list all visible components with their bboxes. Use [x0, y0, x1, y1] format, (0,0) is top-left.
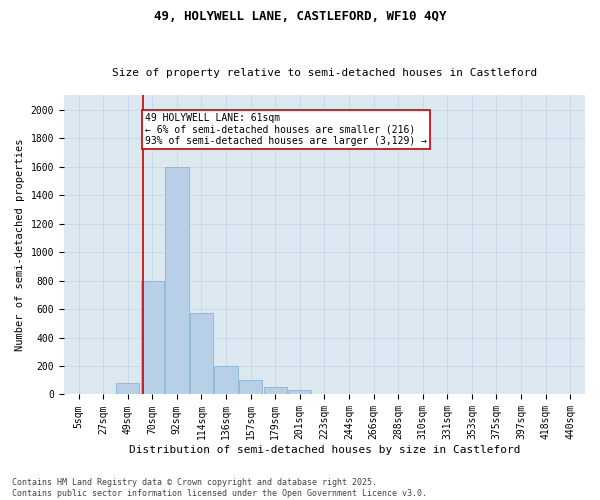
Bar: [165, 166, 188, 394]
Bar: [288, 390, 311, 394]
Bar: [140, 280, 164, 394]
Bar: [190, 312, 213, 394]
Text: Contains HM Land Registry data © Crown copyright and database right 2025.
Contai: Contains HM Land Registry data © Crown c…: [12, 478, 427, 498]
Title: Size of property relative to semi-detached houses in Castleford: Size of property relative to semi-detach…: [112, 68, 537, 78]
Bar: [239, 380, 262, 394]
Bar: [116, 383, 139, 394]
Text: 49 HOLYWELL LANE: 61sqm
← 6% of semi-detached houses are smaller (216)
93% of se: 49 HOLYWELL LANE: 61sqm ← 6% of semi-det…: [145, 112, 427, 146]
Bar: [263, 388, 287, 394]
Y-axis label: Number of semi-detached properties: Number of semi-detached properties: [15, 138, 25, 351]
Bar: [214, 366, 238, 394]
X-axis label: Distribution of semi-detached houses by size in Castleford: Distribution of semi-detached houses by …: [128, 445, 520, 455]
Text: 49, HOLYWELL LANE, CASTLEFORD, WF10 4QY: 49, HOLYWELL LANE, CASTLEFORD, WF10 4QY: [154, 10, 446, 23]
